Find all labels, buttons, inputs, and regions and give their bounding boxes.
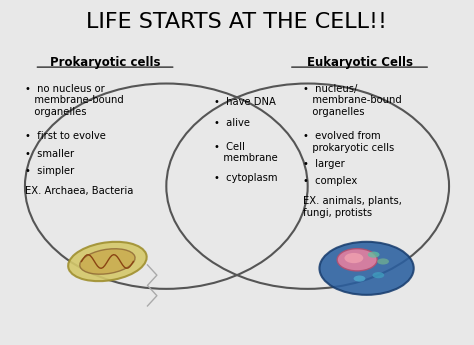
Text: •  Cell
   membrane: • Cell membrane — [214, 142, 278, 163]
Text: •  cytoplasm: • cytoplasm — [214, 172, 278, 183]
Text: •  have DNA: • have DNA — [214, 97, 276, 107]
Text: •  larger: • larger — [303, 159, 345, 169]
Ellipse shape — [354, 276, 365, 282]
Text: •  nucleus/
   membrane-bound
   organelles: • nucleus/ membrane-bound organelles — [303, 83, 402, 117]
Ellipse shape — [373, 272, 384, 278]
Ellipse shape — [337, 249, 377, 271]
Ellipse shape — [377, 258, 389, 265]
Text: •  alive: • alive — [214, 118, 250, 128]
Ellipse shape — [80, 249, 135, 274]
Text: •  simpler: • simpler — [25, 166, 74, 176]
Text: •  first to evolve: • first to evolve — [25, 131, 106, 141]
Text: •  complex: • complex — [303, 176, 357, 186]
Text: LIFE STARTS AT THE CELL!!: LIFE STARTS AT THE CELL!! — [86, 12, 388, 32]
Text: EX. Archaea, Bacteria: EX. Archaea, Bacteria — [25, 186, 133, 196]
Ellipse shape — [68, 242, 146, 281]
Text: Eukaryotic Cells: Eukaryotic Cells — [307, 56, 412, 69]
Ellipse shape — [345, 253, 363, 263]
Text: Prokaryotic cells: Prokaryotic cells — [50, 56, 160, 69]
Text: •  smaller: • smaller — [25, 149, 74, 159]
Text: •  no nucleus or
   membrane-bound
   organelles: • no nucleus or membrane-bound organelle… — [25, 83, 124, 117]
Text: •  evolved from
   prokaryotic cells: • evolved from prokaryotic cells — [303, 131, 394, 153]
Text: EX. animals, plants,
fungi, protists: EX. animals, plants, fungi, protists — [303, 196, 402, 218]
Ellipse shape — [368, 252, 380, 258]
Ellipse shape — [319, 242, 414, 295]
